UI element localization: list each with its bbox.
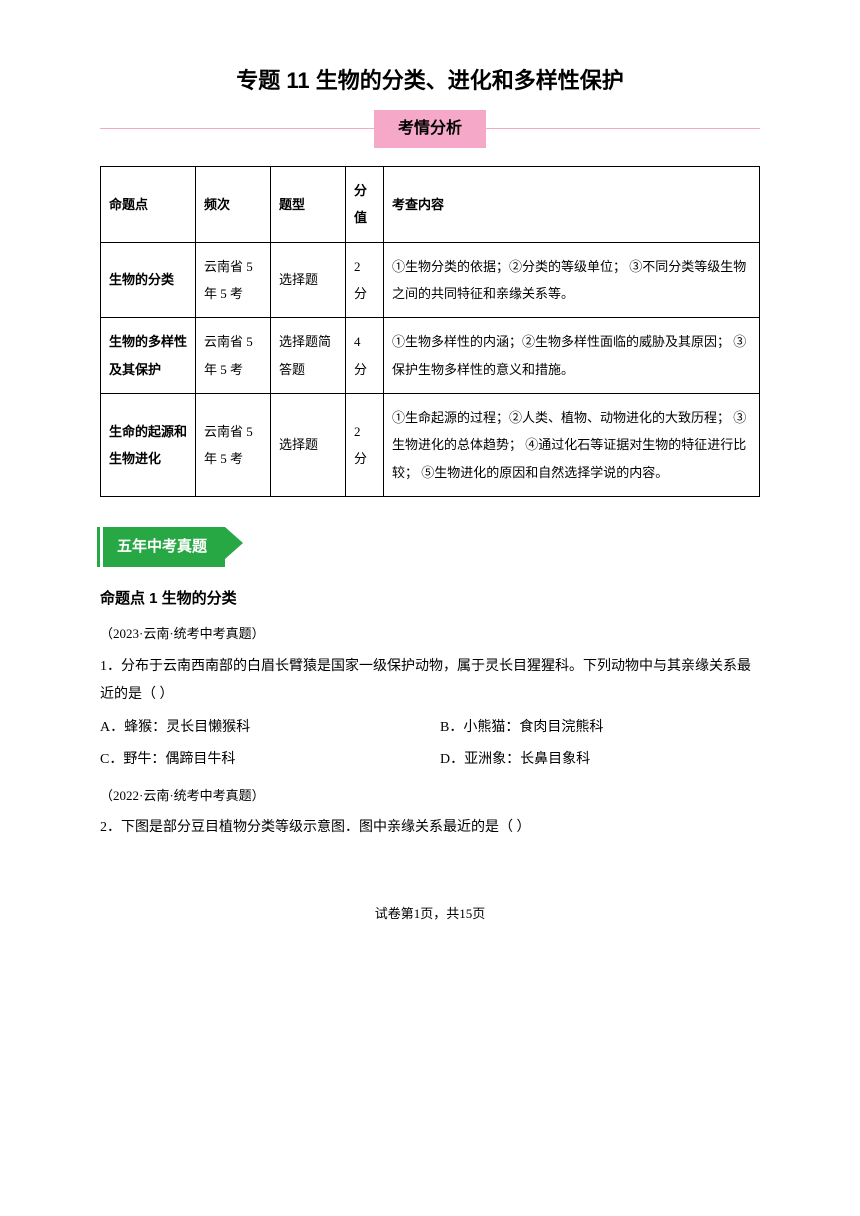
q1-option-b: B．小熊猫：食肉目浣熊科 [440,715,760,742]
section-bar: 五年中考真题 [100,527,225,568]
page-footer: 试卷第1页，共15页 [100,902,760,927]
cell-freq: 云南省 5 年 5 考 [196,242,271,318]
q1-source: （2023·云南·统考中考真题） [100,622,760,647]
cell-score: 2 分 [346,393,384,496]
analysis-banner: 考情分析 [374,110,486,148]
cell-type: 选择题简答题 [271,318,346,394]
cell-type: 选择题 [271,393,346,496]
cell-score: 4 分 [346,318,384,394]
banner-line-left [100,128,374,129]
q1-option-c: C．野牛：偶蹄目牛科 [100,747,420,774]
analysis-banner-row: 考情分析 [100,110,760,148]
q1-options: A．蜂猴：灵长目懒猴科 B．小熊猫：食肉目浣熊科 C．野牛：偶蹄目牛科 D．亚洲… [100,715,760,774]
cell-topic: 生物的多样性及其保护 [101,318,196,394]
table-header-row: 命题点 频次 题型 分值 考查内容 [101,167,760,243]
cell-score: 2 分 [346,242,384,318]
q1-text: 1．分布于云南西南部的白眉长臂猿是国家一级保护动物，属于灵长目猩猩科。下列动物中… [100,653,760,709]
cell-type: 选择题 [271,242,346,318]
th-content: 考查内容 [384,167,760,243]
table-row: 生命的起源和生物进化 云南省 5 年 5 考 选择题 2 分 ①生命起源的过程；… [101,393,760,496]
page-title: 专题 11 生物的分类、进化和多样性保护 [100,60,760,102]
cell-content: ①生命起源的过程；②人类、植物、动物进化的大致历程； ③生物进化的总体趋势； ④… [384,393,760,496]
th-topic: 命题点 [101,167,196,243]
th-type: 题型 [271,167,346,243]
q1-option-d: D．亚洲象：长鼻目象科 [440,747,760,774]
q1-option-a: A．蜂猴：灵长目懒猴科 [100,715,420,742]
cell-topic: 生命的起源和生物进化 [101,393,196,496]
subheading-topic-1: 命题点 1 生物的分类 [100,585,760,614]
cell-freq: 云南省 5 年 5 考 [196,393,271,496]
table-row: 生物的分类 云南省 5 年 5 考 选择题 2 分 ①生物分类的依据；②分类的等… [101,242,760,318]
q2-source: （2022·云南·统考中考真题） [100,784,760,809]
cell-freq: 云南省 5 年 5 考 [196,318,271,394]
analysis-table: 命题点 频次 题型 分值 考查内容 生物的分类 云南省 5 年 5 考 选择题 … [100,166,760,497]
banner-line-right [486,128,760,129]
th-freq: 频次 [196,167,271,243]
cell-content: ①生物多样性的内涵；②生物多样性面临的威胁及其原因； ③保护生物多样性的意义和措… [384,318,760,394]
q2-text: 2．下图是部分豆目植物分类等级示意图．图中亲缘关系最近的是（ ） [100,814,760,842]
cell-topic: 生物的分类 [101,242,196,318]
cell-content: ①生物分类的依据；②分类的等级单位； ③不同分类等级生物之间的共同特征和亲缘关系… [384,242,760,318]
th-score: 分值 [346,167,384,243]
table-row: 生物的多样性及其保护 云南省 5 年 5 考 选择题简答题 4 分 ①生物多样性… [101,318,760,394]
